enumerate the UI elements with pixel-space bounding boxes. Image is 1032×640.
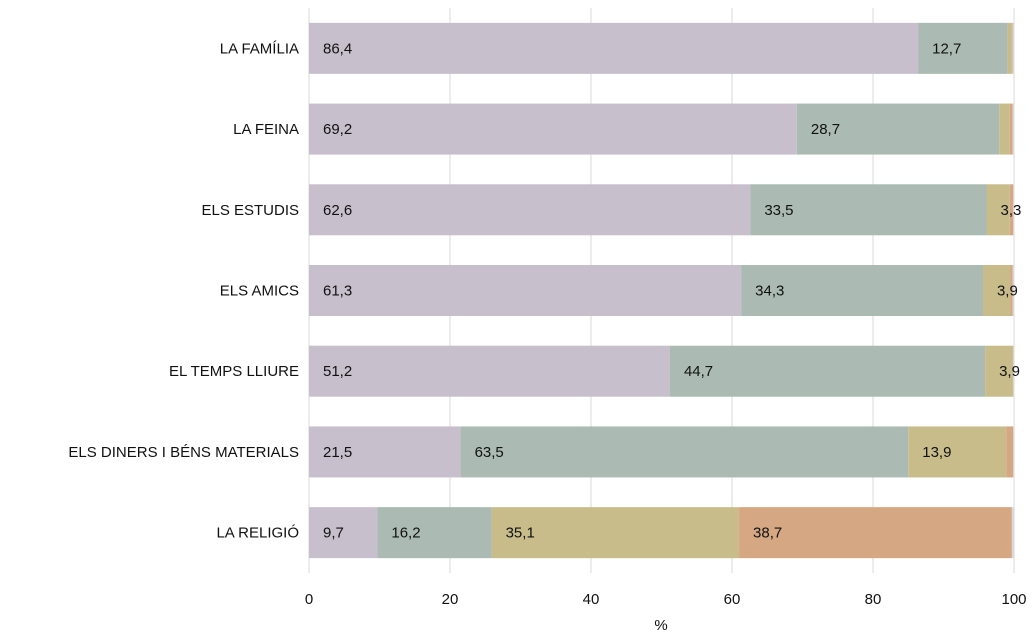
data-label: 3,3: [1001, 202, 1022, 219]
bar-segment: [1013, 184, 1014, 236]
data-label: 9,7: [323, 525, 344, 542]
category-label: ELS ESTUDIS: [201, 202, 299, 219]
data-label: 86,4: [323, 40, 352, 57]
bar-segment: [1011, 22, 1013, 74]
bar-segment: [377, 507, 492, 559]
x-axis-ticks: 0 20 40 60 80 100: [305, 591, 1027, 608]
bar-segment: [1012, 265, 1014, 316]
bar-segment: [1013, 426, 1014, 478]
data-label: 44,7: [684, 363, 713, 380]
bar-segment: [739, 507, 1012, 559]
bar-segment: [669, 345, 986, 397]
x-tick-label: 20: [442, 591, 459, 608]
bar-segment: [1013, 345, 1014, 397]
bar-segment: [1012, 103, 1014, 155]
category-label: ELS AMICS: [220, 283, 299, 300]
data-label: 38,7: [753, 525, 782, 542]
x-tick-label: 0: [305, 591, 313, 608]
data-label: 33,5: [764, 202, 793, 219]
bar-segment: [1006, 426, 1014, 478]
bar-segment: [999, 103, 1010, 155]
bar-segment: [309, 184, 751, 236]
category-label: ELS DINERS I BÉNS MATERIALS: [68, 444, 299, 461]
x-tick-label: 40: [583, 591, 600, 608]
bar-segment: [918, 22, 1008, 74]
data-label: 62,6: [323, 202, 352, 219]
x-axis-label: %: [654, 617, 667, 634]
bar-segment: [1009, 103, 1013, 155]
bar-segment: [1012, 22, 1014, 74]
bar-segment: [1007, 22, 1012, 74]
bar-segment: [982, 265, 1011, 316]
bars: [309, 22, 1014, 559]
bar-segment: [986, 184, 1010, 236]
data-label: 12,7: [932, 40, 961, 57]
bar-segment: [1012, 345, 1014, 397]
category-label: LA RELIGIÓ: [216, 525, 299, 542]
data-label: 28,7: [811, 121, 840, 138]
category-label: EL TEMPS LLIURE: [169, 363, 299, 380]
data-label: 63,5: [475, 444, 504, 461]
data-labels: 86,4 12,7 69,2 28,7 62,6 33,5 3,3 61,3 34,3 3,9 51…: [323, 40, 1021, 541]
data-label: 34,3: [755, 283, 784, 300]
data-label: 51,2: [323, 363, 352, 380]
bar-segment: [1010, 265, 1013, 316]
bar-segment: [309, 507, 378, 559]
data-label: 35,1: [506, 525, 535, 542]
category-labels: LA FAMÍLIA LA FEINA ELS ESTUDIS ELS AMICS EL…: [68, 40, 299, 541]
category-label: LA FAMÍLIA: [220, 40, 299, 57]
bar-segment: [309, 426, 461, 478]
bar-segment: [309, 265, 742, 316]
bar-segment: [491, 507, 740, 559]
bar-segment: [750, 184, 987, 236]
data-label: 16,2: [391, 525, 420, 542]
bar-segment: [908, 426, 1007, 478]
data-label: 61,3: [323, 283, 352, 300]
bar-segment: [1011, 507, 1014, 559]
data-label: 3,9: [999, 363, 1020, 380]
data-label: 13,9: [922, 444, 951, 461]
bar-segment: [796, 103, 1000, 155]
bar-segment: [741, 265, 983, 316]
bar-segment: [1009, 184, 1014, 236]
x-tick-label: 80: [865, 591, 882, 608]
bar-segment: [985, 345, 1013, 397]
bar-segment: [309, 22, 919, 74]
bar-segment: [309, 345, 670, 397]
bar-segment: [460, 426, 909, 478]
x-tick-label: 60: [724, 591, 741, 608]
data-label: 3,9: [997, 283, 1018, 300]
category-label: LA FEINA: [233, 121, 299, 138]
data-label: 69,2: [323, 121, 352, 138]
x-tick-label: 100: [1001, 591, 1026, 608]
data-label: 21,5: [323, 444, 352, 461]
bar-segment: [309, 103, 797, 155]
